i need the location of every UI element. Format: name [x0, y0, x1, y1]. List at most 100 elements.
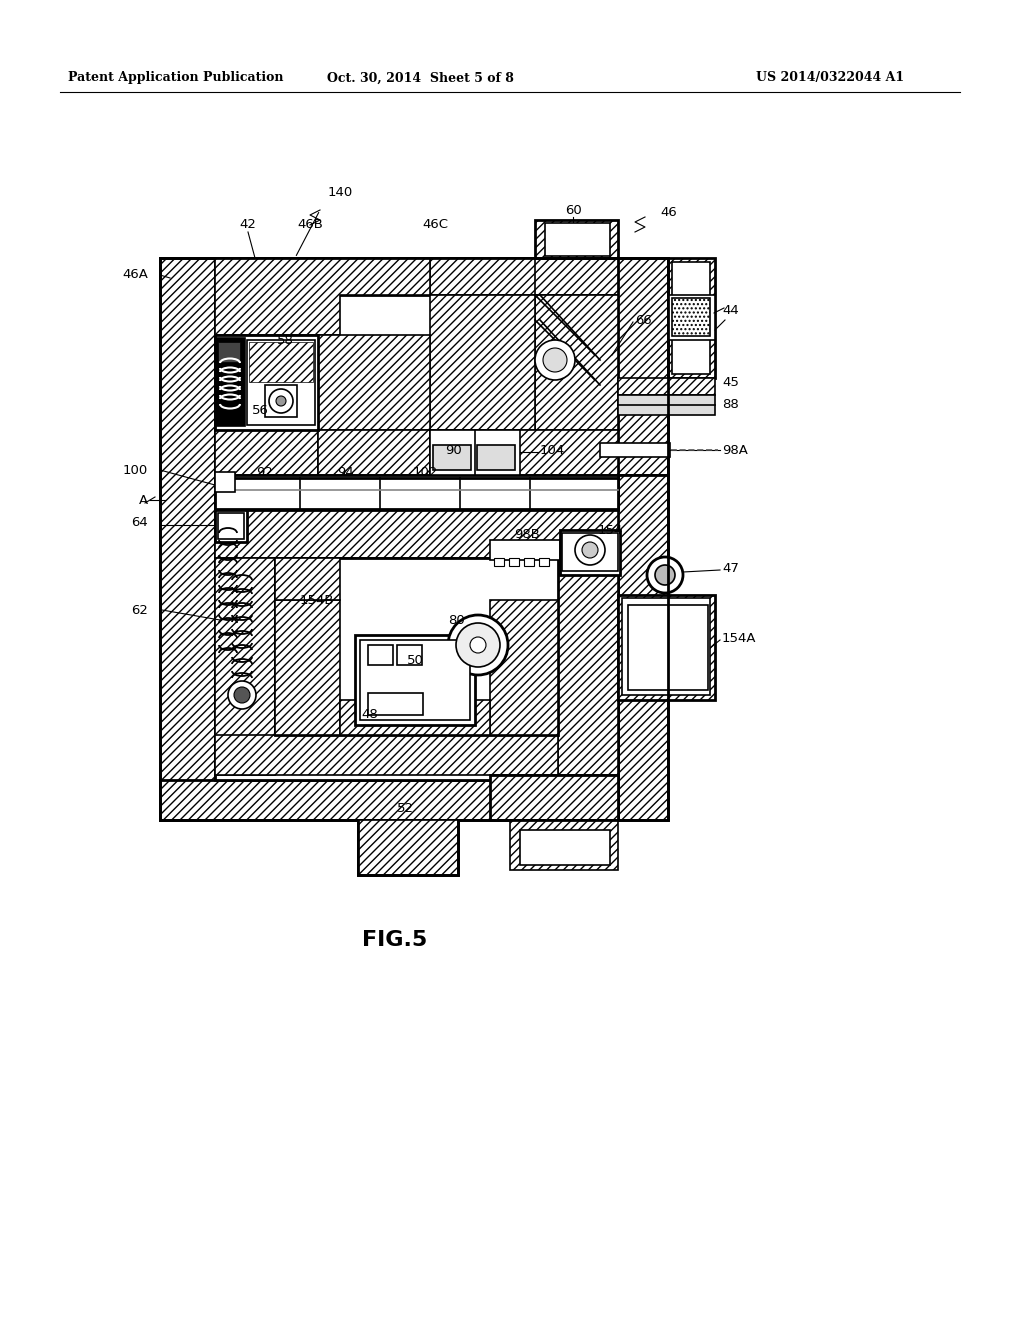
Text: 60: 60 — [564, 203, 582, 216]
Text: 44: 44 — [722, 304, 738, 317]
Bar — [600, 444, 670, 457]
Bar — [215, 510, 247, 543]
Polygon shape — [490, 601, 558, 735]
Bar — [215, 335, 318, 430]
Text: 102: 102 — [413, 466, 437, 479]
Text: US 2014/0322044 A1: US 2014/0322044 A1 — [756, 71, 904, 84]
Text: Oct. 30, 2014  Sheet 5 of 8: Oct. 30, 2014 Sheet 5 of 8 — [327, 71, 513, 84]
Polygon shape — [318, 335, 430, 430]
Text: 48: 48 — [361, 709, 379, 722]
Bar — [490, 540, 560, 560]
Bar — [218, 513, 244, 539]
Text: 56: 56 — [252, 404, 268, 417]
Circle shape — [535, 341, 575, 380]
Bar — [562, 533, 618, 572]
Text: A: A — [139, 494, 148, 507]
Circle shape — [543, 348, 567, 372]
Circle shape — [456, 623, 500, 667]
Polygon shape — [215, 475, 618, 510]
Bar — [672, 298, 710, 337]
Polygon shape — [215, 478, 618, 510]
Bar — [494, 558, 504, 566]
Text: 45: 45 — [722, 376, 739, 389]
Text: 88: 88 — [722, 399, 738, 412]
Bar — [668, 294, 715, 341]
Text: 98B: 98B — [514, 528, 540, 541]
Polygon shape — [275, 601, 340, 735]
Polygon shape — [160, 257, 215, 820]
Text: 92: 92 — [257, 466, 273, 479]
Polygon shape — [215, 430, 318, 475]
Text: 58: 58 — [276, 334, 294, 346]
Text: 52: 52 — [396, 801, 414, 814]
Circle shape — [449, 615, 508, 675]
Polygon shape — [618, 257, 668, 475]
Text: 154: 154 — [598, 524, 624, 536]
Text: 46C: 46C — [422, 219, 449, 231]
Polygon shape — [215, 558, 275, 775]
Polygon shape — [160, 257, 668, 294]
Text: FIG.5: FIG.5 — [362, 931, 428, 950]
Bar — [249, 342, 313, 381]
Circle shape — [234, 686, 250, 704]
Polygon shape — [430, 430, 618, 475]
Bar — [247, 341, 315, 425]
Text: 94: 94 — [337, 466, 353, 479]
Bar — [560, 531, 620, 576]
Polygon shape — [215, 510, 618, 558]
Bar — [368, 693, 423, 715]
Text: Patent Application Publication: Patent Application Publication — [68, 71, 284, 84]
Bar — [545, 223, 610, 256]
Text: 62: 62 — [131, 603, 148, 616]
Bar — [368, 645, 393, 665]
Text: 46B: 46B — [297, 219, 323, 231]
Polygon shape — [215, 257, 430, 335]
Polygon shape — [618, 475, 668, 820]
Text: 50: 50 — [407, 653, 424, 667]
Polygon shape — [358, 820, 458, 875]
Text: 66: 66 — [635, 314, 651, 326]
Bar — [355, 635, 475, 725]
Polygon shape — [160, 780, 618, 820]
Circle shape — [470, 638, 486, 653]
Polygon shape — [618, 395, 715, 414]
Text: 140: 140 — [328, 186, 352, 199]
Polygon shape — [490, 775, 618, 820]
Bar — [360, 640, 470, 719]
Circle shape — [228, 681, 256, 709]
Text: 80: 80 — [449, 614, 465, 627]
Text: 104: 104 — [540, 444, 565, 457]
Text: 46: 46 — [660, 206, 677, 219]
Circle shape — [575, 535, 605, 565]
Polygon shape — [618, 595, 715, 700]
Polygon shape — [535, 294, 618, 430]
Polygon shape — [558, 558, 618, 775]
Polygon shape — [618, 378, 715, 395]
Polygon shape — [215, 558, 618, 780]
Polygon shape — [535, 220, 618, 257]
Text: 154B: 154B — [300, 594, 334, 606]
Bar — [433, 445, 471, 470]
Polygon shape — [340, 700, 490, 735]
Bar — [215, 473, 234, 492]
Polygon shape — [668, 257, 715, 378]
Text: 46A: 46A — [122, 268, 148, 281]
Polygon shape — [215, 735, 558, 775]
Polygon shape — [510, 820, 618, 870]
Bar — [358, 820, 458, 875]
Polygon shape — [430, 294, 535, 430]
Polygon shape — [275, 558, 340, 601]
Bar — [218, 342, 240, 362]
Bar — [509, 558, 519, 566]
Text: 64: 64 — [131, 516, 148, 528]
Bar — [524, 558, 534, 566]
Circle shape — [276, 396, 286, 407]
Bar — [265, 385, 297, 417]
Bar — [539, 558, 549, 566]
Bar — [628, 605, 708, 690]
Circle shape — [655, 565, 675, 585]
Text: 100: 100 — [123, 463, 148, 477]
Bar — [477, 445, 515, 470]
Bar — [672, 261, 710, 374]
Circle shape — [647, 557, 683, 593]
